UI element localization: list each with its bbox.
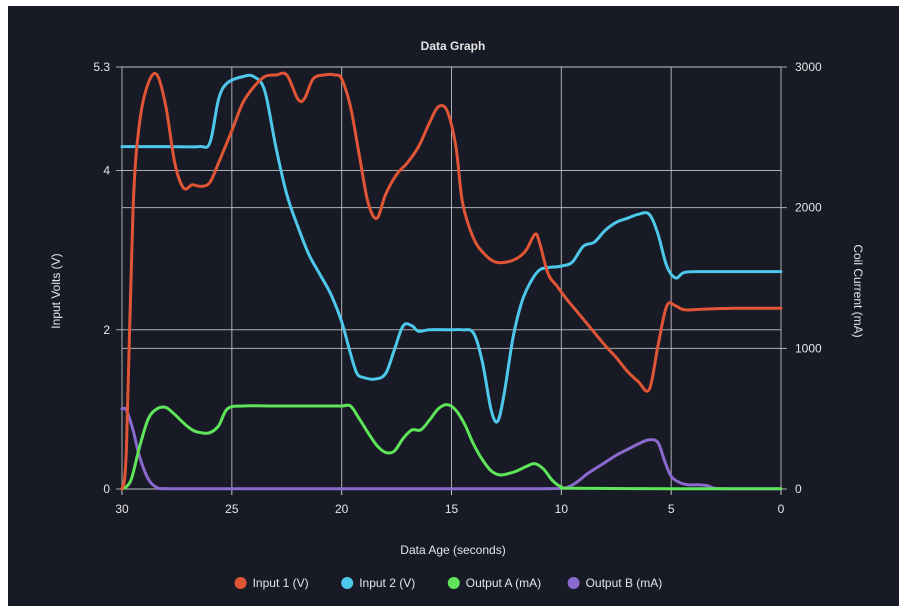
y-tick-label-left: 5.3 bbox=[93, 60, 110, 74]
y-tick-label-right: 3000 bbox=[795, 60, 822, 74]
x-tick-label: 0 bbox=[778, 502, 785, 516]
legend-marker-input-2-v bbox=[341, 577, 354, 589]
chart-panel: Data Graph 30 25 20 15 10 5 0 0 2 4 5.3 0 1000 2000 30… bbox=[8, 6, 899, 606]
legend-label-input-2-v: Input 2 (V) bbox=[359, 576, 415, 590]
legend-marker-output-a-ma bbox=[447, 577, 460, 589]
y-tick-label-left: 4 bbox=[103, 164, 110, 178]
x-tick-label: 15 bbox=[445, 502, 459, 516]
legend-label-input-1-v: Input 1 (V) bbox=[253, 576, 309, 590]
y-tick-label-right: 1000 bbox=[795, 341, 822, 355]
legend-marker-output-b-ma bbox=[567, 577, 580, 589]
y-tick-label-left: 2 bbox=[103, 323, 110, 337]
series-line-output-b-ma bbox=[120, 406, 783, 491]
y-axis-right-label: Coil Current (mA) bbox=[851, 244, 865, 337]
x-tick-label: 10 bbox=[555, 502, 569, 516]
legend-label-output-b-ma: Output B (mA) bbox=[586, 576, 663, 590]
x-tick-label: 20 bbox=[335, 502, 349, 516]
y-tick-label-right: 0 bbox=[795, 482, 802, 496]
x-tick-label: 5 bbox=[668, 502, 675, 516]
series-line-input-2-v bbox=[120, 73, 783, 424]
x-tick-label: 30 bbox=[115, 502, 129, 516]
series-lines bbox=[120, 71, 783, 491]
x-axis-label: Data Age (seconds) bbox=[400, 543, 505, 557]
x-tick-label: 25 bbox=[225, 502, 239, 516]
y-tick-label-right: 2000 bbox=[795, 201, 822, 215]
line-chart: Data Graph 30 25 20 15 10 5 00245.301000200030… bbox=[49, 39, 865, 590]
y-axis-left-label: Input Volts (V) bbox=[49, 253, 63, 328]
legend-marker-input-1-v bbox=[234, 577, 247, 589]
legend: Input 1 (V) Input 2 (V) Output A (mA) Outpu… bbox=[234, 576, 663, 590]
chart-title: Data Graph bbox=[421, 39, 486, 53]
legend-label-output-a-ma: Output A (mA) bbox=[466, 576, 541, 590]
series-line-output-a-ma bbox=[120, 403, 783, 491]
y-tick-label-left: 0 bbox=[103, 482, 110, 496]
series-line-input-1-v bbox=[120, 71, 783, 491]
